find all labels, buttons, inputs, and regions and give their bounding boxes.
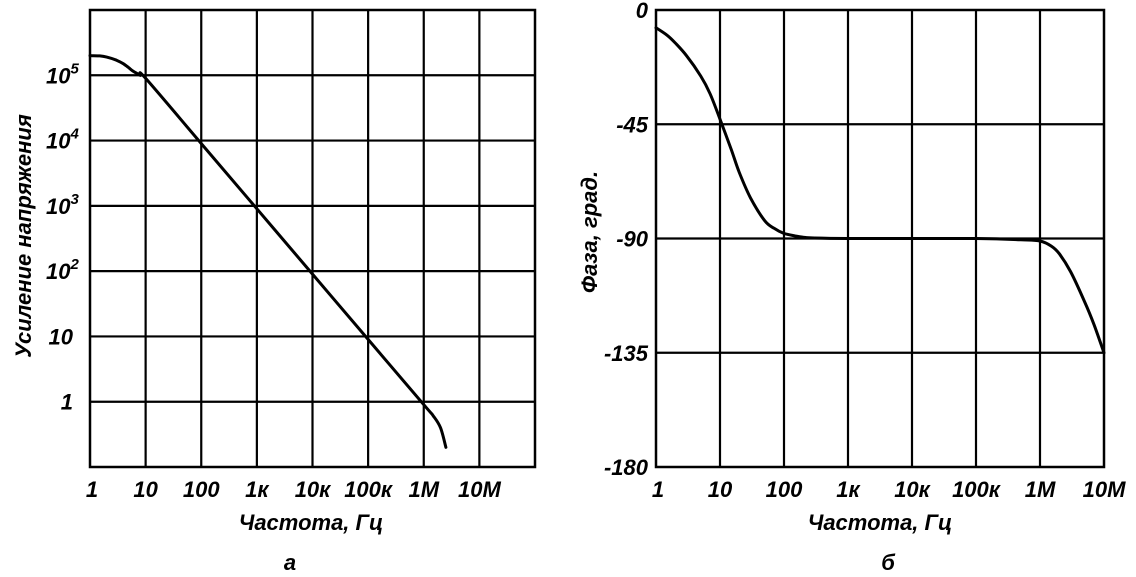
gain-y-tick-base: 10 <box>46 129 71 154</box>
gain-x-tick-label: 10к <box>295 477 332 502</box>
gain-y-tick-label: 103 <box>46 191 79 219</box>
phase-x-tick-label: 10к <box>894 477 931 502</box>
phase-y-tick-label: -90 <box>616 227 649 252</box>
gain-y-tick-label: 102 <box>46 256 79 284</box>
phase-x-tick-label: 1 <box>652 477 664 502</box>
gain-y-tick-base: 10 <box>46 259 71 284</box>
phase-x-tick-label: 1М <box>1025 477 1056 502</box>
gain-x-tick-label: 100к <box>344 477 394 502</box>
gain-x-tick-label: 1 <box>86 477 98 502</box>
gain-x-tick-label: 100 <box>183 477 220 502</box>
phase-y-tick-label: 0 <box>636 0 649 23</box>
gain-y-tick-label: 104 <box>46 126 79 154</box>
gain-plot-frame <box>88 8 537 469</box>
gain-y-tick-base: 10 <box>49 324 74 349</box>
gain-y-tick-label: 1 <box>61 390 73 415</box>
phase-x-tick-label: 100к <box>952 477 1002 502</box>
gain-y-tick-base: 10 <box>46 63 71 88</box>
phase-x-axis-label: Частота, Гц <box>808 510 953 535</box>
gain-y-tick-label: 10 <box>49 324 74 349</box>
phase-plot-frame <box>654 8 1106 469</box>
gain-y-axis-label: Усиление напряжения <box>11 114 36 358</box>
gain-y-tick-exponent: 5 <box>70 60 79 77</box>
phase-x-tick-label: 1к <box>836 477 861 502</box>
phase-y-tick-label: -180 <box>604 455 649 480</box>
gain-panel-label: а <box>284 550 296 575</box>
gain-x-tick-label: 1к <box>245 477 270 502</box>
gain-curve <box>88 54 448 449</box>
gain-y-tick-exponent: 4 <box>69 126 79 143</box>
phase-x-tick-label: 10М <box>1083 477 1126 502</box>
phase-x-tick-label: 100 <box>766 477 803 502</box>
phase-y-tick-label: -45 <box>616 112 649 137</box>
gain-y-tick-base: 10 <box>46 194 71 219</box>
gain-x-tick-label: 10М <box>458 477 501 502</box>
gain-x-axis-label: Частота, Гц <box>239 510 384 535</box>
gain-y-tick-label: 105 <box>46 60 79 88</box>
phase-y-tick-label: -135 <box>604 341 649 366</box>
gain-y-tick-exponent: 2 <box>69 256 79 273</box>
phase-curve <box>654 26 1106 355</box>
phase-panel-label: б <box>881 550 896 575</box>
phase-chart: 1 10 100 1к 10к 100к 1М 10М 0 -45 -90 -135 -180 Час… <box>577 0 1126 575</box>
gain-y-tick-base: 1 <box>61 390 73 415</box>
phase-y-axis-label: Фаза, град. <box>577 171 602 293</box>
gain-x-tick-label: 1М <box>408 477 439 502</box>
gain-y-tick-exponent: 3 <box>70 191 79 208</box>
phase-x-tick-label: 10 <box>708 477 733 502</box>
gain-x-tick-label: 10 <box>133 477 158 502</box>
